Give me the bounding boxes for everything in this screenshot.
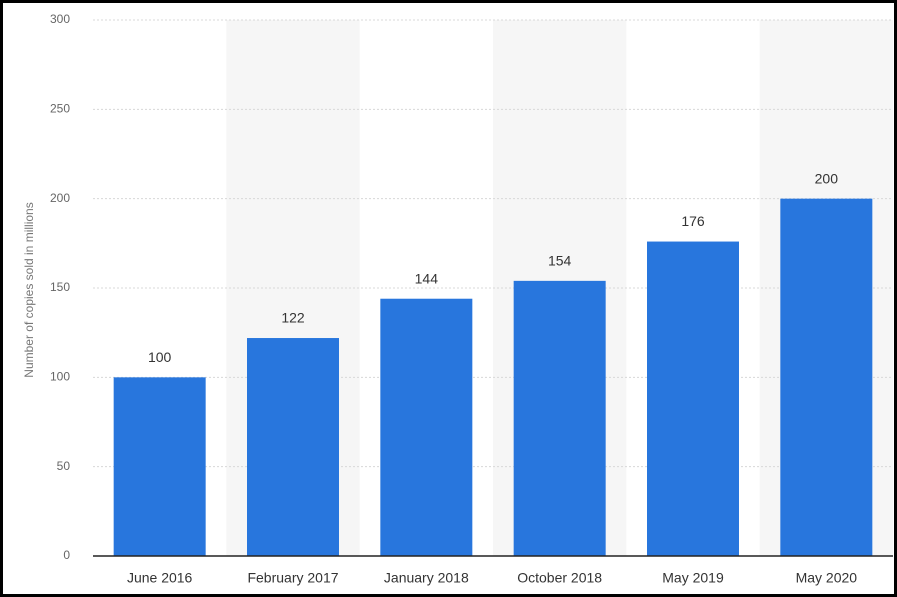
x-tick-label: June 2016 <box>127 570 193 586</box>
y-tick-label: 100 <box>50 370 70 384</box>
y-tick-label: 50 <box>57 459 71 473</box>
value-label: 176 <box>681 213 705 229</box>
value-label: 200 <box>815 170 839 186</box>
value-label: 100 <box>148 349 172 365</box>
x-tick-label: October 2018 <box>517 570 602 586</box>
y-tick-label: 300 <box>50 12 70 26</box>
bar <box>380 298 473 556</box>
bar <box>247 338 339 556</box>
value-label: 144 <box>415 270 439 286</box>
value-label: 122 <box>281 310 305 326</box>
y-axis-label: Number of copies sold in millions <box>22 202 36 377</box>
y-tick-label: 250 <box>50 102 70 116</box>
x-tick-label: May 2019 <box>662 570 724 586</box>
bar <box>113 377 206 556</box>
x-tick-label: February 2017 <box>247 570 338 586</box>
y-tick-label: 200 <box>50 191 70 205</box>
value-label: 154 <box>548 253 572 269</box>
x-tick-label: January 2018 <box>384 570 469 586</box>
bar <box>513 280 606 556</box>
y-tick-label: 0 <box>63 548 70 562</box>
x-tick-label: May 2020 <box>796 570 858 586</box>
bar <box>647 241 739 556</box>
bar <box>780 198 873 556</box>
y-tick-label: 150 <box>50 280 70 294</box>
